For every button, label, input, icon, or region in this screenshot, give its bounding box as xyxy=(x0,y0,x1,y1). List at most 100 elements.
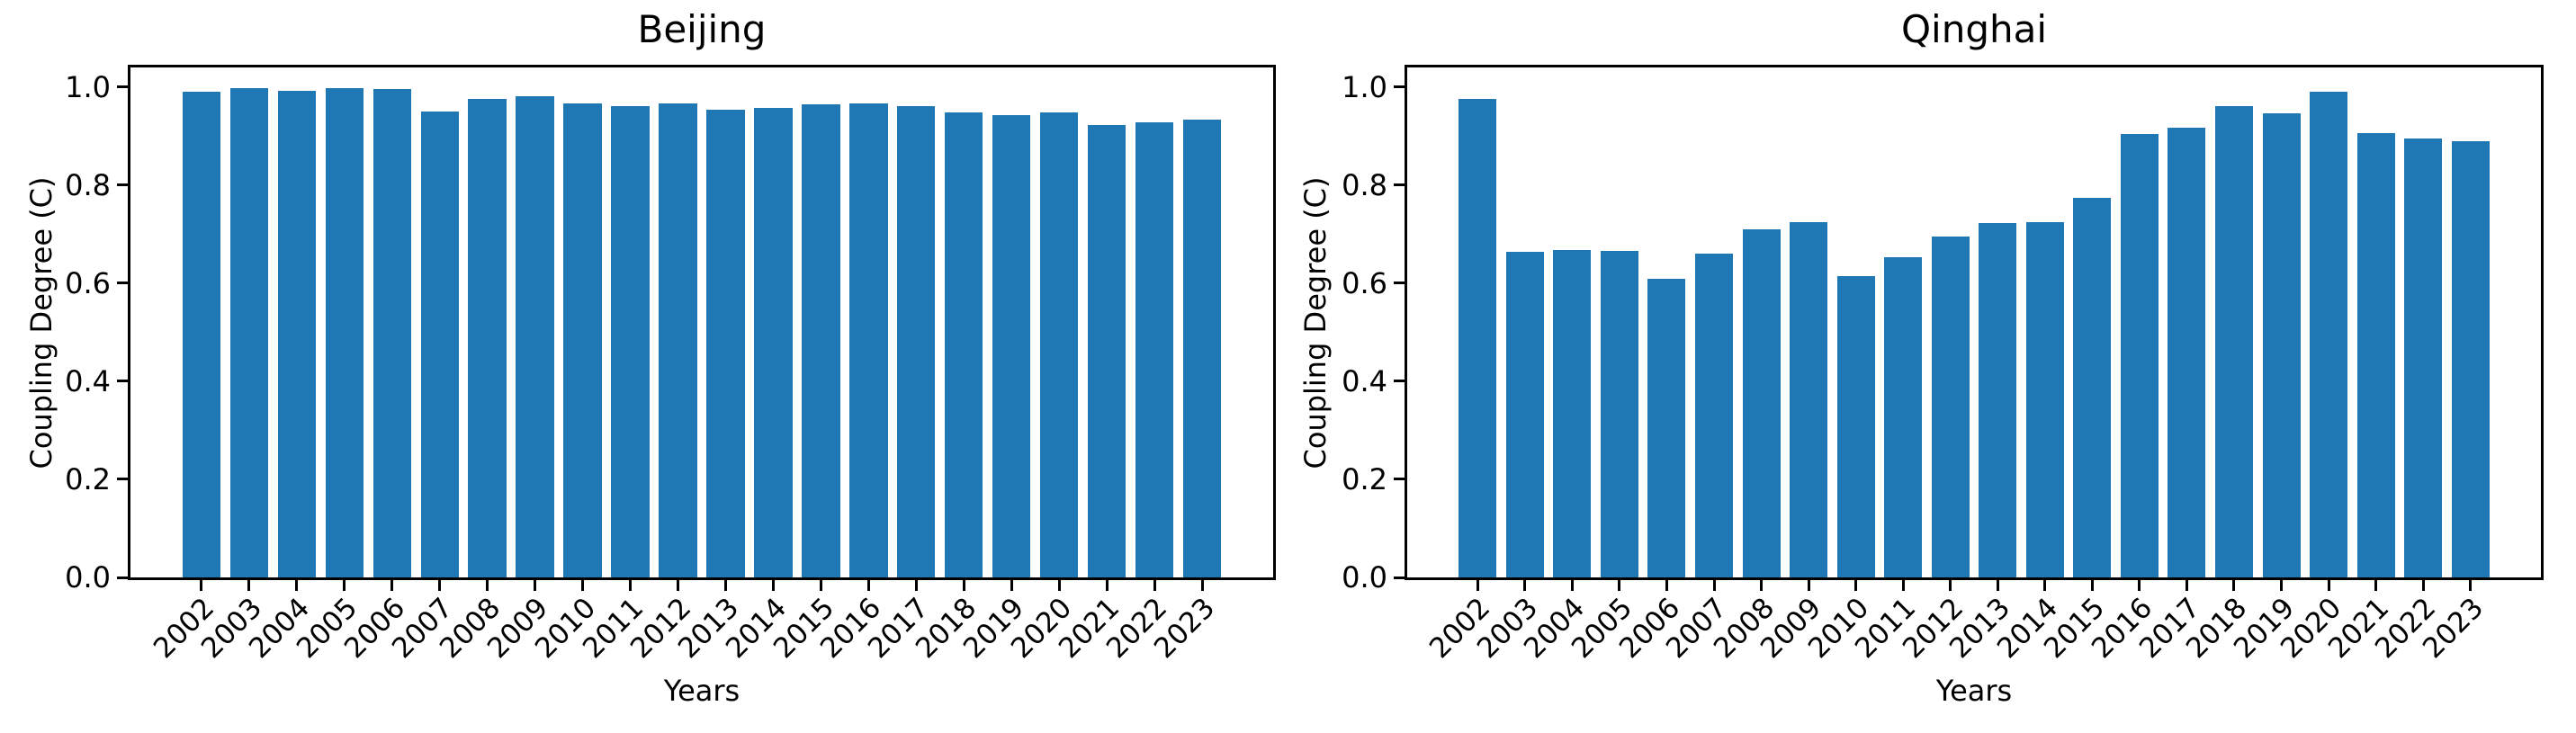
bar xyxy=(1931,237,1970,577)
y-tick-label: 0.2 xyxy=(1342,461,1387,496)
x-tick-label: 2002 xyxy=(1423,591,1497,666)
plot-area: 0.0 0.2 0.4 0.6 0.8 1.0 2002 2003 2004 2005 2006 20… xyxy=(65,65,1276,665)
bar xyxy=(2120,133,2159,577)
y-axis-label: Coupling Degree (C) xyxy=(1298,175,1333,469)
x-tick xyxy=(2138,580,2141,591)
x-tick xyxy=(866,580,870,591)
bar xyxy=(897,106,936,577)
x-tick-label: 2015 xyxy=(2038,591,2112,666)
x-tick-label: 2020 xyxy=(1005,591,1079,666)
x-tick-label: 2019 xyxy=(957,591,1031,666)
y-tick-label: 0.0 xyxy=(1342,560,1387,594)
bar xyxy=(516,96,554,577)
x-tick xyxy=(1200,580,1204,591)
x-tick-label: 2006 xyxy=(1612,591,1686,666)
x-tick xyxy=(629,580,633,591)
x-tick xyxy=(914,580,918,591)
bar xyxy=(706,110,745,577)
x-tick xyxy=(247,580,251,591)
bar xyxy=(1694,254,1734,577)
x-tick-label: 2003 xyxy=(1470,591,1545,666)
y-tick xyxy=(1394,85,1405,89)
bar xyxy=(1742,229,1781,577)
bar xyxy=(2262,113,2301,577)
bar xyxy=(1790,222,1828,577)
y-tick-label: 0.4 xyxy=(65,363,111,398)
x-tick-label: 2012 xyxy=(1896,591,1970,666)
x-tick xyxy=(2421,580,2425,591)
y-tick xyxy=(1394,183,1405,187)
y-tick xyxy=(117,380,128,383)
x-tick xyxy=(1854,580,1858,591)
bar xyxy=(2214,106,2253,577)
y-tick xyxy=(117,576,128,579)
bar xyxy=(1182,120,1222,577)
x-tick xyxy=(534,580,537,591)
y-axis-label: Coupling Degree (C) xyxy=(24,175,58,469)
x-tick-label: 2022 xyxy=(1100,591,1174,666)
bar xyxy=(2168,127,2206,577)
bar xyxy=(182,92,221,577)
x-tick xyxy=(2280,580,2284,591)
x-tick-label: 2013 xyxy=(671,591,745,666)
x-tick-label: 2023 xyxy=(1148,591,1222,666)
bar xyxy=(1087,124,1126,577)
bar xyxy=(1459,99,1497,577)
x-tick-label: 2018 xyxy=(2180,591,2254,666)
x-tick-label: 2010 xyxy=(1801,591,1875,666)
x-tick xyxy=(1057,580,1061,591)
x-tick xyxy=(677,580,680,591)
x-tick xyxy=(1665,580,1668,591)
x-tick xyxy=(2327,580,2330,591)
bar xyxy=(1647,278,1686,577)
bar xyxy=(2356,132,2395,577)
bar xyxy=(372,89,411,577)
x-tick xyxy=(2232,580,2236,591)
plot-area: 0.0 0.2 0.4 0.6 0.8 1.0 2002 2003 2004 2005 2006 20… xyxy=(1342,65,2544,665)
x-tick-label: 2009 xyxy=(1755,591,1828,666)
x-tick-label: 2016 xyxy=(2085,591,2159,666)
x-tick-label: 2011 xyxy=(1849,591,1923,666)
x-tick-label: 2005 xyxy=(290,591,364,666)
x-tick-label: 2023 xyxy=(2416,591,2491,666)
y-tick xyxy=(1394,576,1405,579)
bar xyxy=(2310,91,2348,577)
x-tick-label: 2018 xyxy=(910,591,983,666)
x-tick xyxy=(200,580,203,591)
bar xyxy=(849,103,888,577)
y-tick-label: 0.8 xyxy=(65,167,111,202)
bar xyxy=(754,108,793,577)
x-tick-label: 2017 xyxy=(2132,591,2206,666)
x-tick-label: 2021 xyxy=(2321,591,2395,666)
y-tick xyxy=(1394,380,1405,383)
bar xyxy=(611,106,650,577)
x-tick xyxy=(1010,580,1013,591)
x-tick xyxy=(1476,580,1479,591)
bar xyxy=(2404,138,2443,577)
bar xyxy=(2073,198,2112,577)
x-tick-label: 2007 xyxy=(385,591,460,666)
x-tick-label: 2012 xyxy=(624,591,697,666)
x-tick xyxy=(1760,580,1764,591)
bar xyxy=(945,112,983,577)
x-tick-label: 2016 xyxy=(814,591,888,666)
x-tick xyxy=(390,580,394,591)
bar xyxy=(229,88,269,577)
x-tick xyxy=(1807,580,1810,591)
bar xyxy=(277,90,316,577)
bar xyxy=(802,103,840,577)
bar xyxy=(468,98,507,577)
x-tick-label: 2022 xyxy=(2369,591,2443,666)
bar xyxy=(1505,252,1544,577)
x-axis-label: Years xyxy=(1935,674,2013,708)
x-tick xyxy=(1523,580,1527,591)
x-tick xyxy=(2043,580,2047,591)
x-tick xyxy=(2185,580,2188,591)
bar xyxy=(1884,257,1923,577)
x-tick-label: 2019 xyxy=(2227,591,2301,666)
bar xyxy=(992,115,1031,577)
x-tick-label: 2004 xyxy=(1518,591,1592,666)
y-tick-label: 0.4 xyxy=(1342,363,1387,398)
x-tick xyxy=(1949,580,1952,591)
